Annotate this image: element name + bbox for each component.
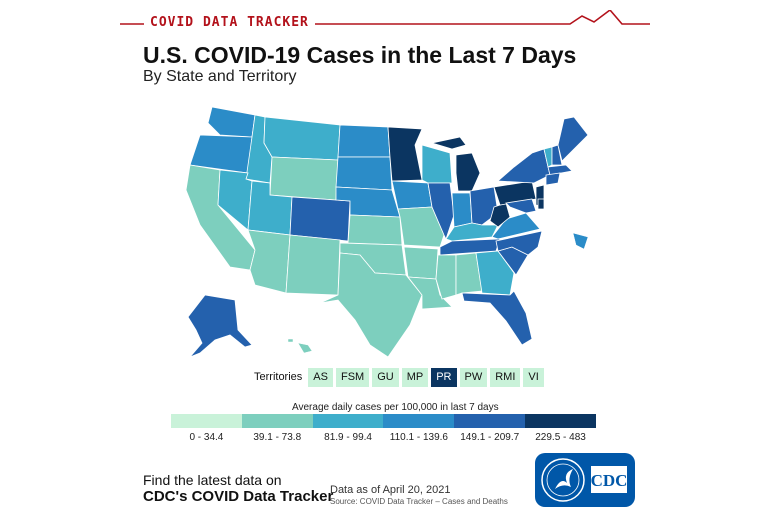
header-bar: COVID DATA TRACKER [120, 10, 650, 40]
find-data-line2[interactable]: CDC's COVID Data Tracker [143, 488, 333, 505]
territories-label: Territories [254, 371, 302, 383]
legend-swatch [525, 414, 596, 428]
legend-label: 149.1 - 209.7 [454, 432, 525, 443]
territory-pr: PR [431, 368, 456, 387]
legend-swatch [313, 414, 384, 428]
territory-gu: GU [372, 368, 399, 387]
cdc-logo[interactable]: CDC [535, 453, 635, 507]
state-mn [388, 127, 422, 181]
territory-vi: VI [523, 368, 543, 387]
us-map [160, 95, 610, 360]
legend-swatch [242, 414, 313, 428]
state-wi [422, 145, 452, 183]
state-fl [462, 291, 532, 345]
page-subtitle: By State and Territory [143, 68, 297, 86]
cdc-logo-graphic: CDC [535, 453, 635, 507]
data-source: Source: COVID Data Tracker – Cases and D… [330, 497, 508, 506]
state-az [248, 230, 290, 293]
find-data-line1: Find the latest data on [143, 472, 282, 488]
legend-color-bar [171, 414, 596, 428]
territory-mp: MP [402, 368, 429, 387]
state-nm [286, 235, 340, 295]
territory-pr-shape [573, 233, 588, 249]
state-hi [288, 339, 312, 353]
state-in [452, 193, 472, 227]
legend-swatch [454, 414, 525, 428]
state-ks [348, 215, 402, 245]
legend-labels: 0 - 34.4 39.1 - 73.8 81.9 - 99.4 110.1 -… [171, 432, 596, 443]
state-ct [546, 173, 560, 185]
state-de [538, 199, 544, 209]
state-me [558, 117, 588, 161]
legend-label: 81.9 - 99.4 [313, 432, 384, 443]
legend-swatch [383, 414, 454, 428]
legend-label: 110.1 - 139.6 [383, 432, 454, 443]
state-co [290, 197, 350, 241]
data-as-of: Data as of April 20, 2021 [330, 484, 450, 496]
legend-swatch [171, 414, 242, 428]
legend-label: 229.5 - 483 [525, 432, 596, 443]
state-wy [270, 157, 338, 200]
state-sd [336, 157, 392, 190]
state-ia [392, 181, 432, 209]
territories-row: Territories AS FSM GU MP PR PW RMI VI [254, 368, 547, 386]
territory-rmi: RMI [490, 368, 520, 387]
state-ak [188, 295, 252, 357]
territory-pw: PW [460, 368, 488, 387]
cdc-logo-text: CDC [591, 471, 628, 490]
legend-label: 39.1 - 73.8 [242, 432, 313, 443]
tracker-label: COVID DATA TRACKER [144, 15, 315, 30]
state-mt [264, 117, 340, 160]
legend-title: Average daily cases per 100,000 in last … [292, 402, 499, 413]
state-ar [404, 247, 438, 279]
state-wa [208, 107, 255, 137]
state-nd [338, 125, 390, 157]
territory-fsm: FSM [336, 368, 369, 387]
legend-label: 0 - 34.4 [171, 432, 242, 443]
territory-as: AS [308, 368, 333, 387]
state-ny [498, 149, 550, 183]
page-title: U.S. COVID-19 Cases in the Last 7 Days [143, 42, 576, 69]
